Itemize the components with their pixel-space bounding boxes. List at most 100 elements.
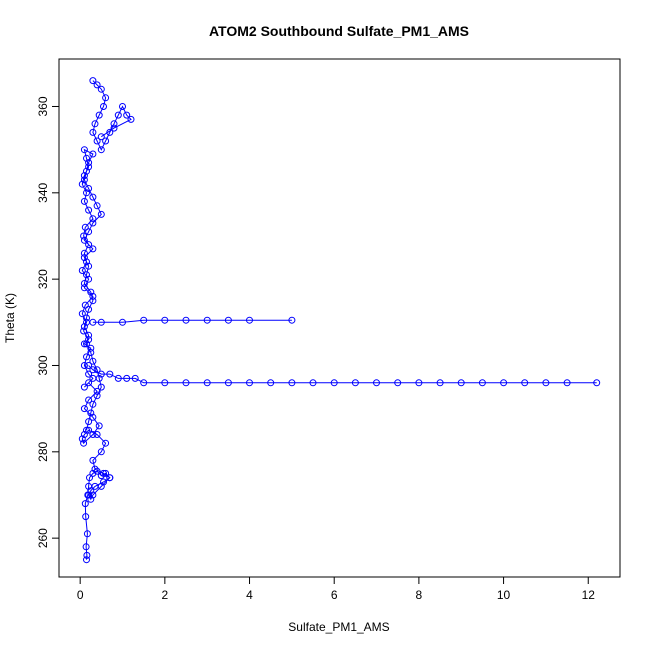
data-point [89,357,97,365]
data-point [110,120,118,128]
x-tick-label: 8 [416,588,423,602]
data-point [78,267,86,274]
data-point [83,353,90,361]
x-axis-label: Sulfate_PM1_AMS [288,620,389,634]
data-point [80,323,88,331]
x-tick-label: 0 [77,588,84,602]
y-tick-label: 340 [36,182,50,202]
data-point [97,318,105,326]
data-point [203,316,211,324]
data-point [93,366,101,374]
data-point [80,405,88,413]
data-point [89,413,97,421]
data-point [100,103,107,110]
data-point [123,111,131,119]
data-point [80,383,88,391]
data-point [85,418,93,426]
data-point [83,154,90,162]
data-point [83,271,90,279]
data-point [436,379,444,387]
x-tick-label: 12 [582,588,596,602]
data-point [373,379,380,387]
data-point [89,245,97,253]
data-point [288,316,296,324]
data-point [102,137,110,145]
data-point [267,379,275,387]
data-point [83,556,90,564]
data-point [330,379,338,387]
data-point [97,146,105,154]
data-point [85,206,93,214]
data-point [161,379,169,387]
data-point [182,316,190,324]
data-point [123,374,131,382]
data-point [85,241,93,249]
data-point [93,81,101,89]
data-point [80,176,88,184]
data-point [563,379,571,387]
data-point [85,370,93,378]
data-point [89,193,97,201]
data-point [93,202,101,210]
data-point [114,111,122,119]
data-point [89,491,97,499]
data-point [91,120,99,128]
data-point [80,340,88,348]
data-point [85,362,93,369]
data-point [80,254,88,262]
plot-frame [58,58,621,578]
data-point [85,305,93,313]
data-point [89,456,97,464]
data-point [81,301,89,309]
data-point [394,379,402,387]
data-point [119,318,126,326]
data-point [87,288,95,296]
y-tick-label: 360 [36,96,50,116]
data-point [93,387,101,395]
data-point [100,478,107,486]
data-point [89,297,97,305]
data-point [80,439,88,447]
data-point [97,85,105,93]
data-point [97,472,105,480]
data-point [83,314,90,322]
data-point [85,396,93,404]
data-point [203,379,211,387]
data-point [500,379,508,387]
data-point [106,370,114,378]
data-point [85,185,93,192]
data-point [83,189,90,197]
y-axis-label: Theta (K) [3,293,17,343]
data-point [80,280,88,287]
data-point [246,316,253,324]
series-line [92,319,292,323]
data-point [80,362,88,369]
data-point [80,249,88,257]
data-point [85,159,93,167]
data-point [80,284,88,292]
data-point [87,344,95,352]
chart-title: ATOM2 Southbound Sulfate_PM1_AMS [209,23,469,39]
data-point [119,103,126,110]
series-line [92,80,132,151]
data-point [89,431,97,438]
data-point [83,426,90,434]
data-point [85,426,93,434]
data-point [415,379,423,387]
data-point [89,318,97,326]
data-point [82,543,90,551]
data-point [80,236,88,244]
data-point [95,422,103,430]
data-point [89,219,97,227]
data-point [97,370,105,378]
data-point [87,495,95,503]
x-tick-label: 10 [497,588,511,602]
data-point [80,172,88,180]
data-point [140,316,148,324]
data-point [80,146,88,154]
data-point [593,379,601,387]
data-point [542,379,550,387]
data-point [83,258,90,266]
data-point [100,469,107,477]
data-point [131,374,139,382]
